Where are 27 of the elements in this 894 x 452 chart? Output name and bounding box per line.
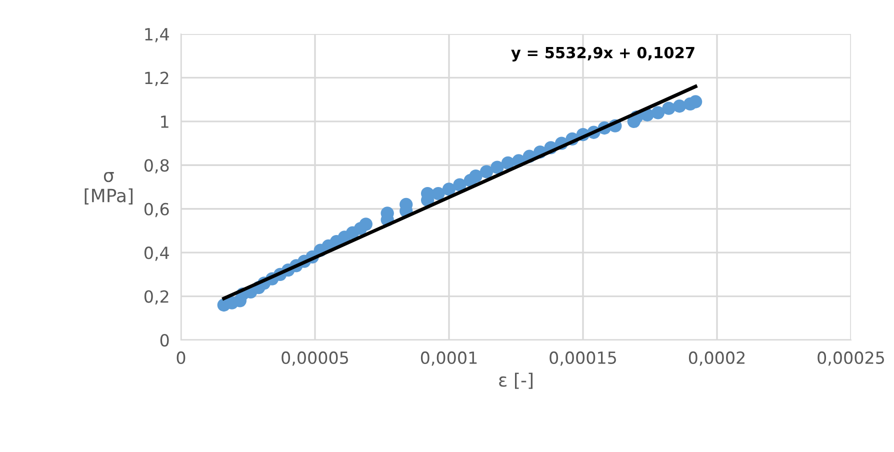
- annotation: y = 5532,9x + 0,1027: [511, 46, 694, 62]
- y-tick-label: 1,2: [145, 72, 168, 86]
- x-tick-label: 0: [176, 351, 186, 364]
- point: [480, 165, 494, 178]
- point: [651, 106, 665, 120]
- y-tick-label: 1: [161, 116, 168, 128]
- x-tick-label: 0,0001: [420, 351, 477, 366]
- y-tick-label: 0: [160, 334, 169, 347]
- x-tick-label: 0,00015: [550, 351, 616, 366]
- x-tick-label: 0,00005: [282, 351, 348, 366]
- y-tick-label: 0,2: [144, 290, 168, 305]
- point: [662, 102, 676, 115]
- x-tick-label: 0,00025: [818, 351, 884, 366]
- point: [688, 95, 702, 108]
- point: [672, 100, 686, 113]
- point: [490, 160, 504, 174]
- point: [432, 186, 445, 200]
- y-tick-label: 0,6: [144, 202, 169, 218]
- point: [442, 182, 456, 196]
- x-tick-label: 0,0002: [688, 351, 744, 366]
- y-tick-label: 0,8: [144, 159, 169, 174]
- y-tick-label: 0,4: [144, 246, 169, 261]
- x-axis-title: ε [-]: [499, 372, 532, 389]
- point: [359, 218, 373, 231]
- y-tick-label: 1,4: [145, 28, 169, 42]
- y-axis-title: σ [MPa]: [84, 172, 133, 204]
- point: [469, 169, 482, 183]
